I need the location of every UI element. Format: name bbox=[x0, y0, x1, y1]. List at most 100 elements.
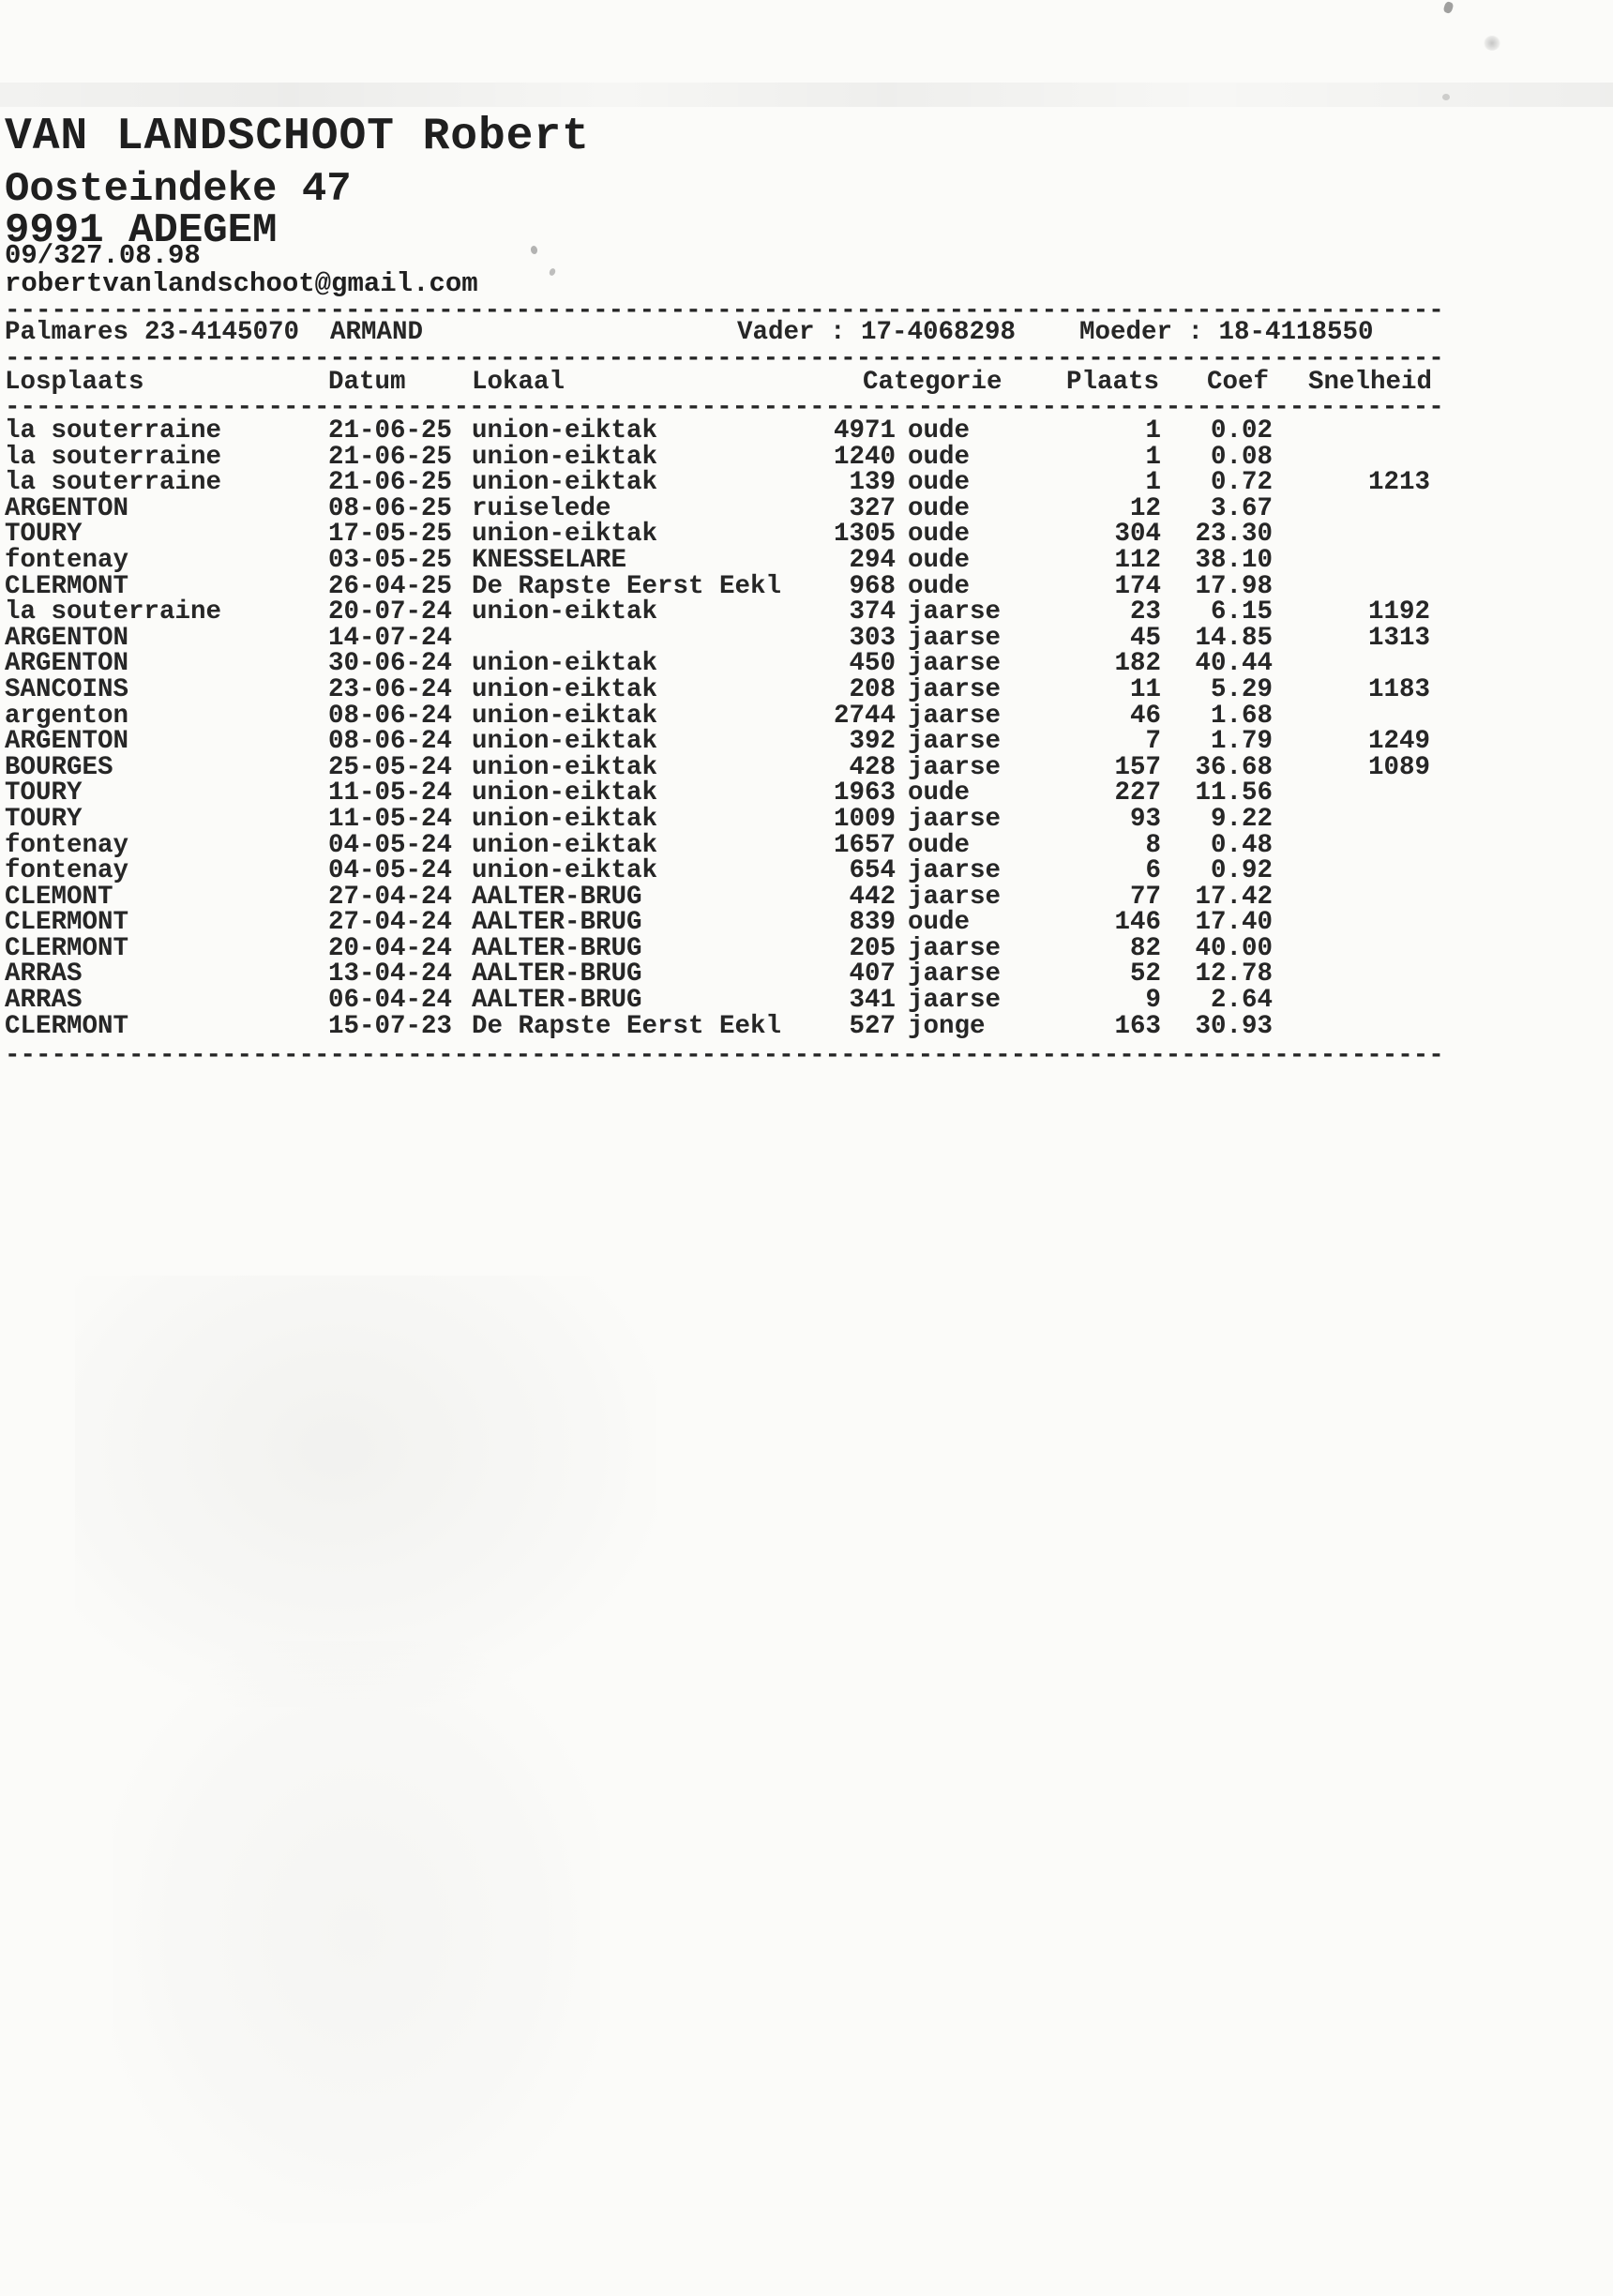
header-datum: Datum bbox=[328, 368, 406, 397]
cell-categorie: oude bbox=[908, 908, 971, 938]
cell-plaats: 12 bbox=[1129, 493, 1161, 523]
cell-datum: 26-04-25 bbox=[328, 571, 453, 601]
cell-coef: 17.40 bbox=[1195, 908, 1273, 938]
cell-lokaal: AALTER-BRUG bbox=[472, 908, 642, 938]
cell-categorie: jaarse bbox=[908, 882, 1002, 912]
cell-losplaats: CLERMONT bbox=[5, 1011, 129, 1041]
cell-aantal: 205 bbox=[849, 933, 896, 963]
cell-losplaats: ARGENTON bbox=[5, 727, 129, 757]
cell-aantal: 341 bbox=[849, 986, 896, 1016]
cell-losplaats: ARRAS bbox=[5, 959, 83, 989]
cell-losplaats: ARRAS bbox=[5, 986, 83, 1016]
cell-categorie: oude bbox=[908, 520, 971, 550]
cell-coef: 17.98 bbox=[1195, 571, 1273, 601]
cell-plaats: 23 bbox=[1129, 597, 1161, 627]
palmares-row: TOURY 11-05-24 union-eiktak 1963 oude 22… bbox=[5, 780, 1454, 807]
cell-coef: 2.64 bbox=[1210, 986, 1273, 1016]
palmares-row: fontenay 03-05-25 KNESSELARE 294 oude 11… bbox=[5, 548, 1454, 574]
cell-plaats: 45 bbox=[1129, 623, 1161, 653]
palmares-row: la souterraine 21-06-25 union-eiktak 139… bbox=[5, 470, 1454, 496]
cell-lokaal: De Rapste Eerst Eekl bbox=[472, 571, 782, 601]
owner-name: VAN LANDSCHOOT Robert bbox=[5, 112, 590, 162]
cell-losplaats: la souterraine bbox=[5, 597, 222, 627]
cell-plaats: 46 bbox=[1129, 701, 1161, 731]
separator-line: ----------------------------------------… bbox=[5, 395, 1444, 421]
cell-categorie: oude bbox=[908, 778, 971, 808]
scan-artifact-speck bbox=[1484, 36, 1500, 51]
palmares-row: CLERMONT 27-04-24 AALTER-BRUG 839 oude 1… bbox=[5, 910, 1454, 936]
cell-plaats: 157 bbox=[1114, 752, 1161, 782]
cell-coef: 40.44 bbox=[1195, 649, 1273, 679]
cell-losplaats: CLERMONT bbox=[5, 908, 129, 938]
cell-datum: 21-06-25 bbox=[328, 468, 453, 498]
cell-datum: 15-07-23 bbox=[328, 1011, 453, 1041]
cell-lokaal: union-eiktak bbox=[472, 830, 658, 860]
cell-datum: 21-06-25 bbox=[328, 416, 453, 446]
cell-losplaats: TOURY bbox=[5, 804, 83, 834]
cell-lokaal: ruiselede bbox=[472, 493, 611, 523]
cell-coef: 12.78 bbox=[1195, 959, 1273, 989]
cell-coef: 17.42 bbox=[1195, 882, 1273, 912]
cell-categorie: oude bbox=[908, 468, 971, 498]
header-lokaal: Lokaal bbox=[472, 368, 565, 397]
cell-coef: 0.02 bbox=[1210, 416, 1273, 446]
cell-coef: 0.72 bbox=[1210, 468, 1273, 498]
scan-artifact-speck bbox=[1442, 94, 1450, 100]
cell-snelheid: 1313 bbox=[1367, 623, 1430, 653]
cell-aantal: 2744 bbox=[833, 701, 896, 731]
cell-losplaats: argenton bbox=[5, 701, 129, 731]
owner-city: 9991 ADEGEM bbox=[5, 207, 278, 254]
separator-line: ----------------------------------------… bbox=[5, 346, 1444, 372]
cell-categorie: oude bbox=[908, 571, 971, 601]
cell-coef: 30.93 bbox=[1195, 1011, 1273, 1041]
cell-coef: 36.68 bbox=[1195, 752, 1273, 782]
cell-categorie: jaarse bbox=[908, 933, 1002, 963]
cell-aantal: 450 bbox=[849, 649, 896, 679]
cell-losplaats: fontenay bbox=[5, 545, 129, 575]
cell-coef: 0.92 bbox=[1210, 856, 1273, 886]
cell-lokaal: union-eiktak bbox=[472, 649, 658, 679]
cell-categorie: jaarse bbox=[908, 986, 1002, 1016]
cell-plaats: 1 bbox=[1145, 442, 1161, 472]
cell-datum: 13-04-24 bbox=[328, 959, 453, 989]
palmares-row: fontenay 04-05-24 union-eiktak 654 jaars… bbox=[5, 858, 1454, 884]
owner-street: Oosteindeke 47 bbox=[5, 166, 352, 213]
ring-number: 23-4145070 bbox=[144, 318, 300, 347]
palmares-row: ARGENTON 30-06-24 union-eiktak 450 jaars… bbox=[5, 651, 1454, 677]
cell-aantal: 839 bbox=[849, 908, 896, 938]
cell-losplaats: la souterraine bbox=[5, 416, 222, 446]
cell-coef: 38.10 bbox=[1195, 545, 1273, 575]
cell-lokaal: union-eiktak bbox=[472, 674, 658, 704]
cell-plaats: 52 bbox=[1129, 959, 1161, 989]
cell-plaats: 227 bbox=[1114, 778, 1161, 808]
separator-line: ----------------------------------------… bbox=[5, 1043, 1444, 1069]
cell-lokaal: De Rapste Eerst Eekl bbox=[472, 1011, 782, 1041]
cell-aantal: 208 bbox=[849, 674, 896, 704]
cell-categorie: oude bbox=[908, 416, 971, 446]
cell-losplaats: ARGENTON bbox=[5, 493, 129, 523]
palmares-row: la souterraine 21-06-25 union-eiktak 497… bbox=[5, 418, 1454, 445]
cell-plaats: 77 bbox=[1129, 882, 1161, 912]
cell-categorie: oude bbox=[908, 545, 971, 575]
cell-datum: 14-07-24 bbox=[328, 623, 453, 653]
cell-categorie: jaarse bbox=[908, 804, 1002, 834]
cell-plaats: 146 bbox=[1114, 908, 1161, 938]
palmares-title-line: Palmares 23-4145070 ARMAND Vader : 17-40… bbox=[5, 320, 1454, 346]
owner-phone: 09/327.08.98 bbox=[5, 240, 201, 271]
cell-snelheid: 1249 bbox=[1367, 727, 1430, 757]
header-snelheid: Snelheid bbox=[1308, 368, 1433, 397]
results-rows: la souterraine 21-06-25 union-eiktak 497… bbox=[5, 418, 1454, 1039]
palmares-row: CLEMONT 27-04-24 AALTER-BRUG 442 jaarse … bbox=[5, 884, 1454, 911]
cell-aantal: 139 bbox=[849, 468, 896, 498]
cell-aantal: 1657 bbox=[833, 830, 896, 860]
cell-datum: 21-06-25 bbox=[328, 442, 453, 472]
cell-lokaal: AALTER-BRUG bbox=[472, 959, 642, 989]
scan-artifact-ghost bbox=[75, 1276, 656, 1707]
cell-datum: 08-06-24 bbox=[328, 701, 453, 731]
cell-aantal: 1240 bbox=[833, 442, 896, 472]
cell-categorie: jaarse bbox=[908, 623, 1002, 653]
cell-plaats: 304 bbox=[1114, 520, 1161, 550]
cell-snelheid: 1213 bbox=[1367, 468, 1430, 498]
cell-lokaal: union-eiktak bbox=[472, 856, 658, 886]
